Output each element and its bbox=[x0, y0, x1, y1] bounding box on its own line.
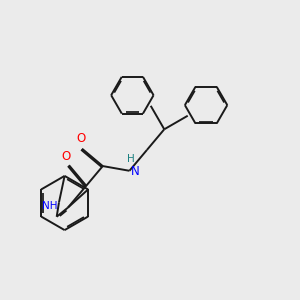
Text: O: O bbox=[62, 149, 71, 163]
Text: O: O bbox=[76, 132, 85, 145]
Text: NH: NH bbox=[42, 201, 57, 211]
Text: H: H bbox=[127, 154, 135, 164]
Text: N: N bbox=[131, 165, 140, 178]
